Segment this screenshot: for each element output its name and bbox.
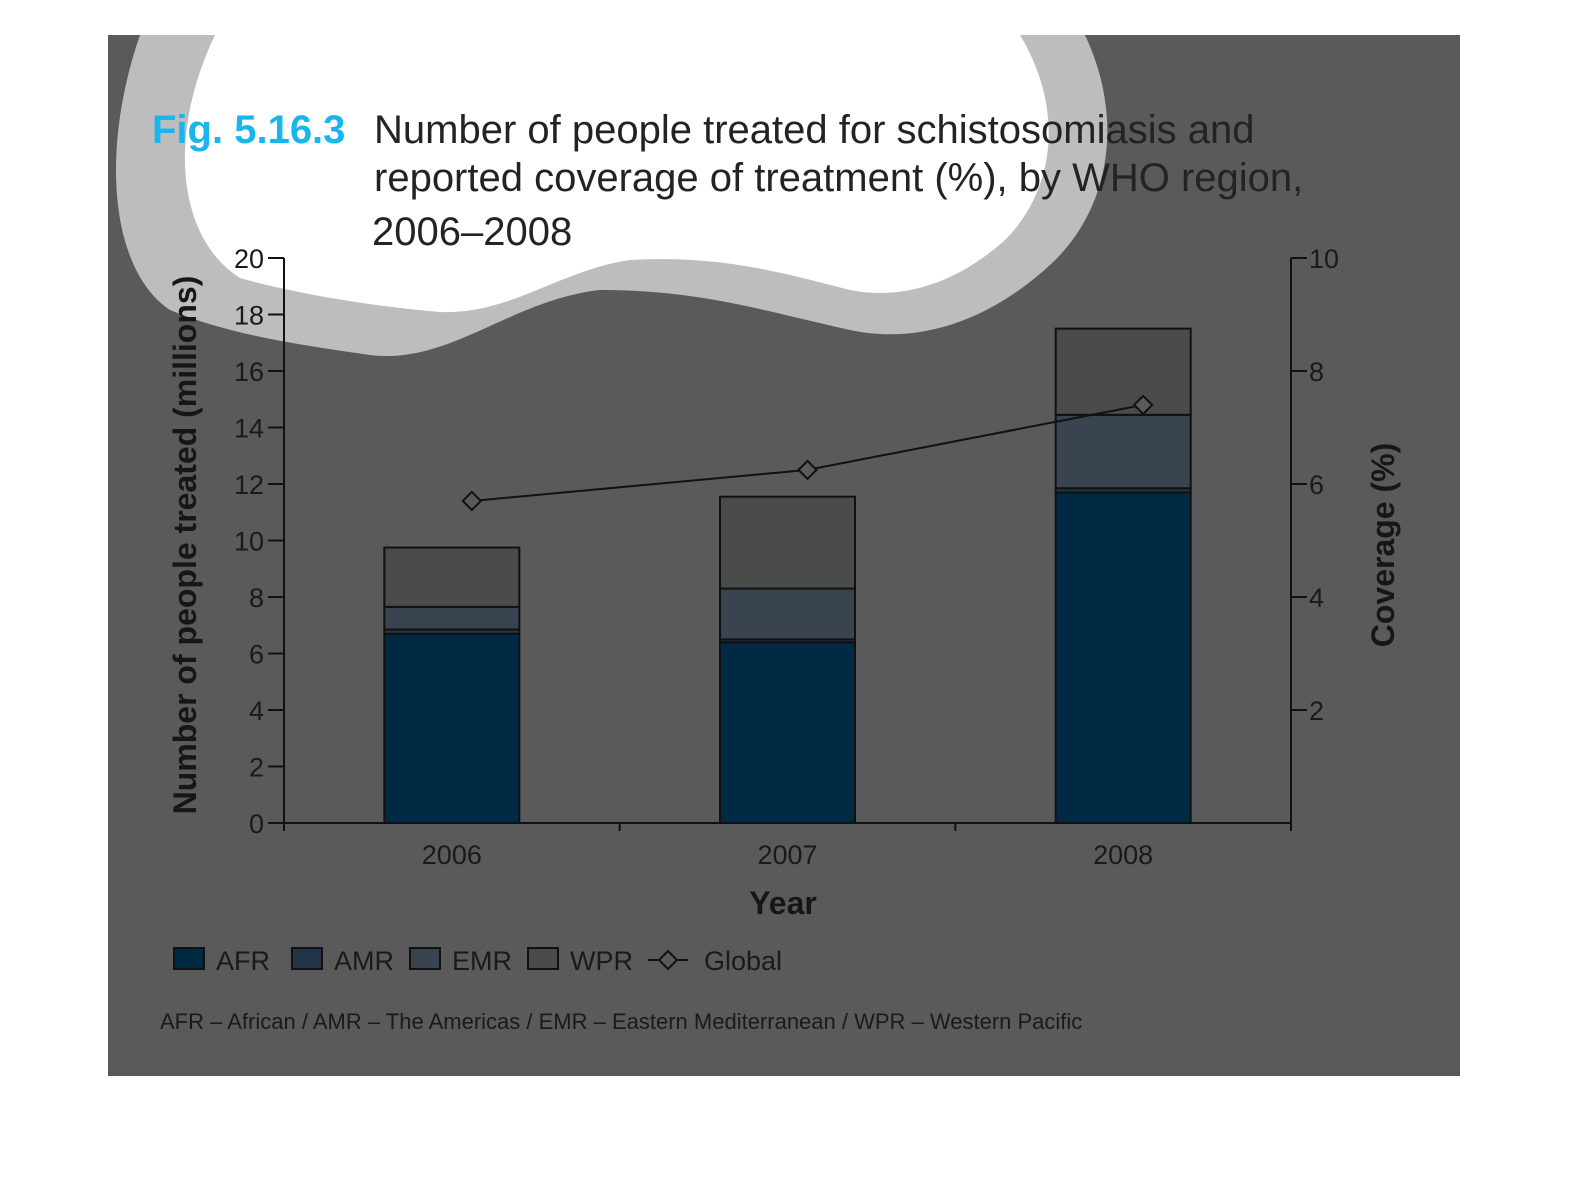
y2-tick-label: 4	[1309, 583, 1324, 613]
bar-wpr-2006	[383, 546, 521, 608]
y-tick-label: 4	[249, 696, 264, 726]
y-tick-label: 0	[249, 809, 264, 839]
global-coverage-point-2006	[461, 490, 483, 512]
x-tick-label: 2007	[757, 840, 817, 870]
y-tick-label: 8	[249, 583, 264, 613]
y2-tick-label: 10	[1309, 244, 1339, 274]
bar-wpr-2007	[719, 495, 856, 590]
legend: AFR AMR EMR WPR Global	[173, 946, 782, 976]
y-tick-label: 18	[234, 301, 264, 331]
y-axis-title: Number of people treated (millions)	[167, 276, 203, 815]
legend-swatch-amr	[291, 947, 323, 970]
legend-label-wpr: WPR	[570, 946, 633, 976]
y2-axis-title: Coverage (%)	[1365, 443, 1401, 648]
bar-afr-2008	[1054, 491, 1192, 824]
y2-tick-label: 8	[1309, 357, 1324, 387]
y-tick-label: 14	[234, 414, 264, 444]
figure-label: Fig. 5.16.3	[152, 108, 345, 152]
bar-emr-2006	[383, 605, 521, 631]
global-coverage-point-2007	[797, 459, 818, 481]
x-tick-label: 2006	[422, 840, 482, 870]
y-tick-label: 2	[249, 753, 264, 783]
title-cloud-inner	[184, 35, 1049, 313]
bar-afr-2006	[383, 632, 521, 824]
y2-tick-label: 6	[1309, 470, 1324, 500]
legend-swatch-wpr	[527, 947, 559, 970]
legend-marker-global-icon	[657, 949, 679, 971]
legend-swatch-afr	[173, 947, 205, 970]
global-coverage-point-2008	[1132, 394, 1154, 416]
bar-emr-2008	[1054, 413, 1192, 490]
chart-title-line-2: reported coverage of treatment (%), by W…	[374, 156, 1303, 200]
legend-swatch-emr	[409, 947, 441, 970]
y-tick-label: 6	[249, 640, 264, 670]
legend-label-global: Global	[704, 946, 782, 976]
x-tick-label: 2008	[1093, 840, 1153, 870]
y-tick-label: 12	[234, 470, 264, 500]
footnote: AFR – African / AMR – The Americas / EMR…	[160, 1009, 1082, 1034]
x-axis-title: Year	[749, 885, 817, 921]
legend-label-afr: AFR	[216, 946, 270, 976]
y-tick-label: 16	[234, 357, 264, 387]
legend-label-amr: AMR	[334, 946, 394, 976]
y2-tick-label: 2	[1309, 696, 1324, 726]
bar-afr-2007	[719, 641, 856, 825]
bars-group	[383, 327, 1192, 825]
y-tick-label: 20	[234, 244, 264, 274]
chart-title-line-3: 2006–2008	[372, 210, 572, 254]
bar-wpr-2008	[1054, 327, 1192, 416]
axes-group: 0 2 4 6 8 10 12 14 16 18 20 2 4 6 8 10 2006 2007 2008	[234, 244, 1339, 870]
y-tick-label: 10	[234, 527, 264, 557]
global-line-group	[461, 394, 1154, 512]
legend-label-emr: EMR	[452, 946, 512, 976]
bar-emr-2007	[719, 587, 856, 641]
chart-title-line-1: Number of people treated for schistosomi…	[374, 108, 1254, 152]
